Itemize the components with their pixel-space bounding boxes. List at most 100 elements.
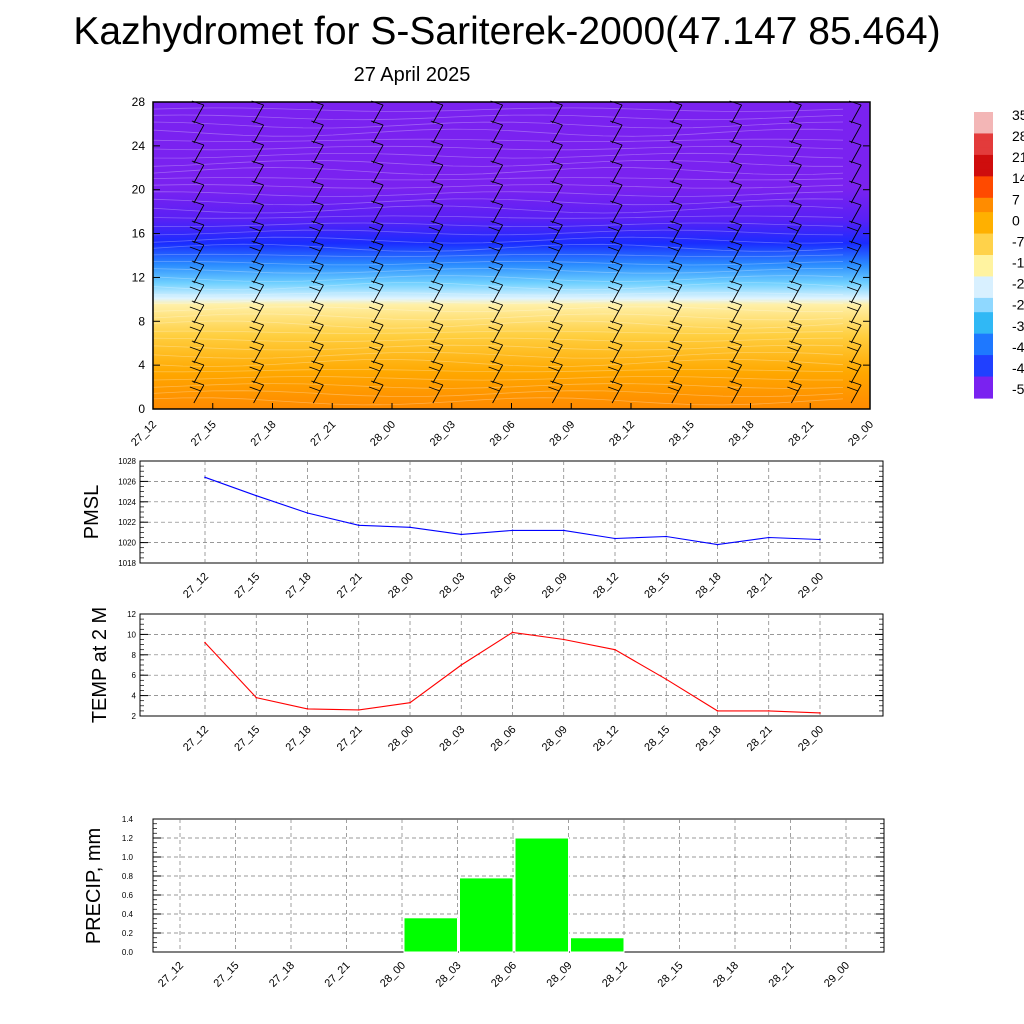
- wind-barb: [671, 304, 683, 324]
- wind-barb: [671, 144, 683, 164]
- wind-barb-flag: [846, 346, 859, 352]
- wind-barb-flag: [490, 360, 503, 366]
- contour-line: [152, 368, 844, 373]
- wind-barb: [372, 304, 384, 324]
- wind-barb-flag: [609, 380, 623, 386]
- data-point: [665, 678, 668, 681]
- precip-bar: [459, 877, 514, 953]
- wind-barb: [253, 284, 265, 304]
- x-tick-label: 27_12: [156, 960, 186, 990]
- wind-barb-flag: [729, 340, 742, 346]
- data-point: [767, 536, 770, 539]
- x-tick-label: 27_12: [181, 724, 211, 754]
- wind-barb: [492, 364, 504, 384]
- wind-barb-flag: [370, 180, 384, 186]
- wind-barb: [611, 304, 623, 324]
- wind-barb-flag: [191, 180, 205, 186]
- data-point: [511, 529, 514, 532]
- contour-line: [152, 167, 844, 176]
- wind-barb-flag: [848, 300, 862, 306]
- wind-barb: [372, 324, 384, 344]
- colorbar-label: 35: [1012, 107, 1024, 123]
- x-tick-label: 27_21: [323, 960, 353, 990]
- wind-barb-flag: [488, 286, 500, 292]
- wind-barb: [253, 144, 265, 164]
- wind-barb-flag: [548, 266, 560, 272]
- colorbar-swatch: [974, 305, 993, 313]
- wind-barb: [492, 384, 504, 404]
- colorbar-swatch: [974, 147, 993, 156]
- wind-barb: [671, 184, 683, 204]
- wind-barb: [731, 184, 743, 204]
- wind-barb-flag: [727, 306, 739, 312]
- wind-barb: [671, 244, 683, 264]
- contour-line: [152, 128, 844, 137]
- wind-barb-flag: [787, 226, 799, 232]
- precip-bar: [514, 837, 569, 953]
- wind-barb-flag: [550, 200, 563, 206]
- wind-barb-flag: [249, 386, 261, 392]
- wind-barb-flag: [607, 386, 620, 392]
- colorbar-label: -1: [1012, 255, 1024, 271]
- wind-barb-flag: [309, 386, 321, 392]
- wind-barb-flag: [490, 220, 503, 226]
- x-tick-label: 29_00: [796, 571, 826, 601]
- wind-barb-flag: [729, 120, 742, 126]
- wind-barb: [492, 184, 504, 204]
- pmsl-panel: 1018 1020 1022 1024 1026 1028 27_12 27_15 27_18 2…: [81, 457, 884, 601]
- wind-barb-flag: [607, 346, 620, 352]
- wind-barb-flag: [488, 226, 500, 232]
- wind-barb: [372, 204, 384, 224]
- wind-barb-flag: [729, 180, 742, 186]
- x-tick-label: 27_15: [189, 419, 219, 449]
- contour-line: [152, 320, 844, 329]
- colorbar-swatch: [974, 283, 993, 292]
- colorbar-swatch: [974, 226, 993, 235]
- wind-barb: [551, 224, 563, 244]
- wind-barb-flag: [490, 380, 503, 386]
- wind-barb-flag: [548, 246, 560, 252]
- wind-barb-flag: [488, 326, 500, 332]
- x-tick-label: 27_15: [232, 724, 262, 754]
- wind-barb-flag: [669, 220, 683, 226]
- wind-barb-flag: [550, 340, 563, 346]
- wind-barb-flag: [370, 280, 384, 286]
- wind-barb: [850, 224, 862, 244]
- wind-barb: [671, 164, 683, 184]
- data-point: [460, 533, 463, 536]
- y-tick-label: 1020: [118, 539, 136, 548]
- wind-barb: [312, 184, 324, 204]
- contour-line: [152, 306, 844, 313]
- y-axis-label: PMSL: [81, 485, 103, 539]
- data-point: [357, 524, 360, 527]
- y-tick-label: 2: [132, 712, 137, 721]
- x-tick-label: 27_18: [284, 571, 314, 601]
- contour-line: [152, 114, 844, 121]
- wind-barb-flag: [787, 366, 799, 372]
- data-point: [409, 701, 411, 704]
- wind-barb: [731, 364, 743, 384]
- wind-barb-flag: [430, 320, 444, 326]
- precip-bar: [570, 937, 625, 953]
- wind-barb-flag: [251, 140, 264, 146]
- x-tick-label: 29_00: [796, 724, 826, 754]
- x-tick-label: 28_06: [489, 724, 519, 754]
- wind-barb: [551, 244, 563, 264]
- wind-barb-flag: [370, 240, 384, 246]
- contour-line: [152, 236, 844, 244]
- wind-barb-flag: [550, 240, 563, 246]
- wind-barb: [432, 124, 444, 144]
- wind-barb-flag: [787, 246, 799, 252]
- wind-barb: [551, 204, 563, 224]
- contour-line: [152, 243, 844, 252]
- wind-barb-flag: [787, 306, 799, 312]
- wind-barb-flag: [727, 226, 739, 232]
- wind-barb: [850, 344, 862, 364]
- wind-barb: [432, 104, 444, 124]
- wind-barb: [492, 324, 504, 344]
- wind-barb-flag: [846, 366, 859, 372]
- x-tick-label: 28_03: [437, 571, 467, 601]
- contour-line: [152, 253, 844, 258]
- contour-line: [152, 205, 844, 214]
- wind-barb-flag: [727, 286, 739, 292]
